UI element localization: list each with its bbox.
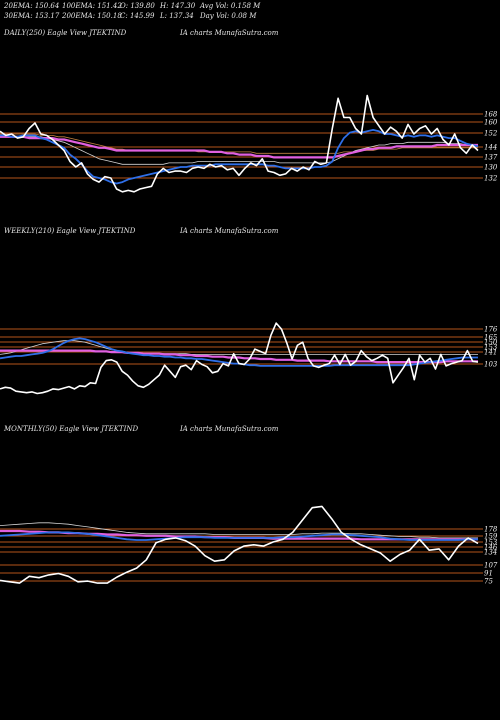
level-label: 91 [484,570,493,578]
level-label: 144 [484,144,497,152]
level-label: 159 [484,533,498,541]
level-label: 75 [484,578,493,586]
level-label: 146 [484,544,498,552]
monthly-title: MONTHLY(50) Eagle View JTEKTIND [3,425,138,433]
series-line-ema-mid [0,136,479,165]
level-label: 160 [484,119,498,127]
series-line-ema-long2 [0,133,478,154]
stat-avg-vol: Avg Vol: 0.158 M [199,2,261,10]
series-line-ema-mid [0,340,478,355]
series-line-price [0,94,479,193]
series-line-ema-short [0,128,479,185]
level-label: 107 [484,562,498,570]
series-line-ema-short [0,531,478,541]
daily-title: DAILY(250) Eagle View JTEKTIND [3,29,127,37]
level-label: 134 [484,549,497,557]
level-label: 176 [484,326,498,334]
stat-close: C: 145.99 [120,12,155,20]
monthly-watermark: IA charts MunafaSutra.com [179,425,279,433]
level-label: 130 [484,164,498,172]
weekly-watermark: IA charts MunafaSutra.com [179,227,279,235]
stat-ema20: 20EMA: 150.64 [3,2,59,10]
level-label: 141 [484,349,497,357]
level-label: 178 [484,526,498,534]
stat-low: L: 137.34 [159,12,194,20]
level-label: 152 [484,130,498,138]
level-label: 150 [484,339,498,347]
level-label: 153 [484,344,498,352]
level-label: 132 [484,175,498,183]
series-line-ema-mid [0,522,478,539]
weekly-title: WEEKLY(210) Eagle View JTEKTIND [4,227,136,235]
level-label: 168 [484,111,498,119]
stat-ema100: 100EMA: 151.42 [62,2,122,10]
series-line-price [0,322,479,395]
header-stats: 20EMA: 150.64 100EMA: 151.42 O: 139.80 H… [3,2,261,20]
stat-day-vol: Day Vol: 0.08 M [199,12,257,20]
stat-ema200: 200EMA: 150.18 [61,12,122,20]
stat-ema30: 30EMA: 153.17 [4,12,60,20]
series-line-price [0,505,479,584]
daily-watermark: IA charts MunafaSutra.com [179,29,279,37]
stat-open: O: 139.80 [120,2,155,10]
level-label: 137 [484,154,498,162]
level-label: 103 [484,361,498,369]
series-line-ema-long [0,135,478,159]
series-line-ema-long [0,349,478,364]
stat-high: H: 147.30 [159,2,196,10]
level-label: 165 [484,334,498,342]
level-label: 153 [484,539,498,547]
